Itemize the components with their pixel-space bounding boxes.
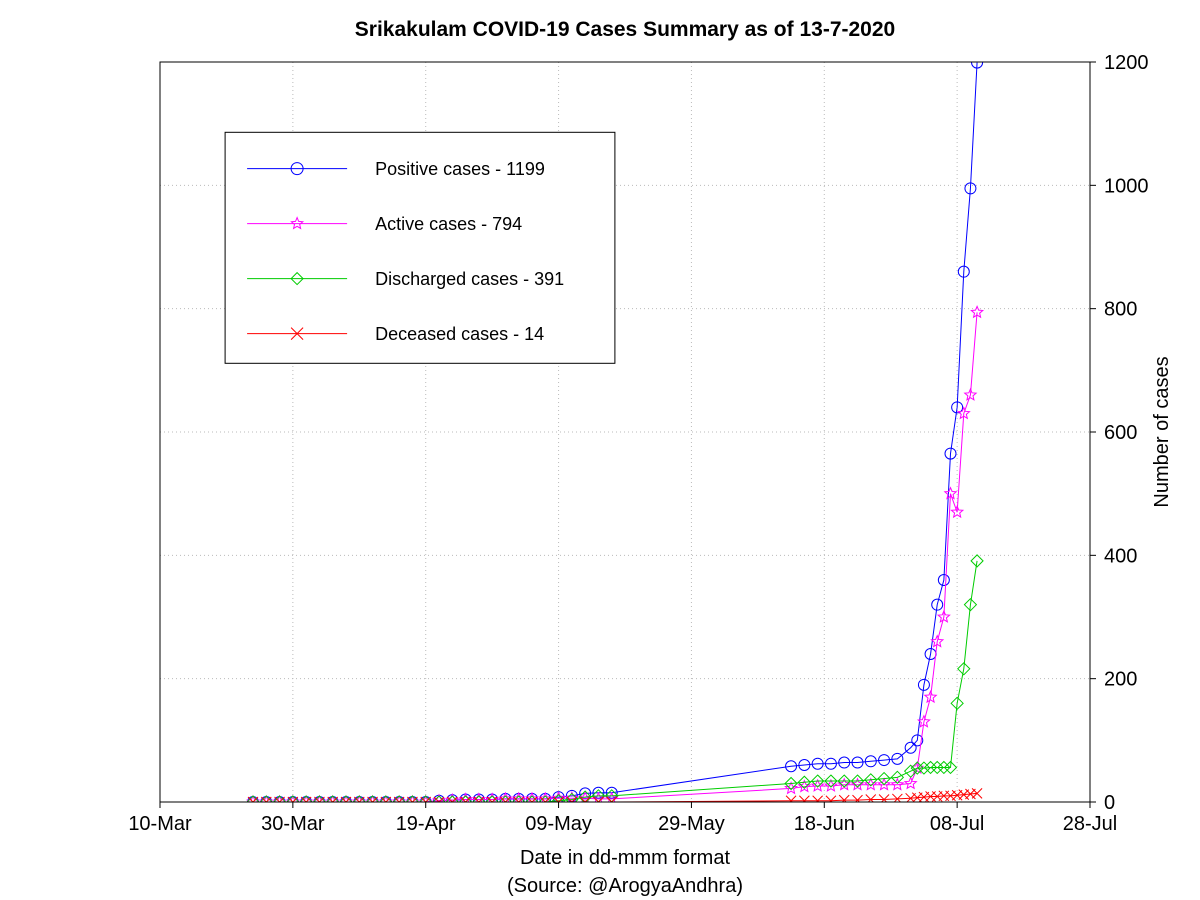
y-tick-label: 200 [1104,669,1137,691]
x-tick-label: 30-Mar [261,813,325,835]
y-tick-label: 800 [1104,299,1137,321]
y-tick-label: 0 [1104,792,1115,814]
legend-label: Discharged cases - 391 [375,269,564,289]
covid-line-chart: 10-Mar 30-Mar 19-Apr 09-May 29-May 18-Jun 08-J… [0,0,1200,900]
x-axis-label: Date in dd-mmm format [520,847,730,869]
x-tick-label: 08-Jul [930,813,984,835]
chart-title: Srikakulam COVID-19 Cases Summary as of … [355,18,895,41]
legend-label: Deceased cases - 14 [375,324,544,344]
x-tick-label: 19-Apr [396,813,456,835]
legend-label: Active cases - 794 [375,214,522,234]
y-tick-label: 400 [1104,545,1137,567]
legend: Positive cases - 1199 Active cases - 794 D… [225,132,615,363]
x-tick-label: 18-Jun [794,813,855,835]
x-tick-label: 28-Jul [1063,813,1117,835]
y-tick-label: 1200 [1104,52,1149,74]
x-tick-label: 09-May [525,813,592,835]
legend-label: Positive cases - 1199 [375,159,545,179]
x-axis-sublabel: (Source: @ArogyaAndhra) [507,875,743,897]
y-axis-label: Number of cases [1151,356,1173,507]
x-tick-label: 29-May [658,813,725,835]
y-tick-label: 600 [1104,422,1137,444]
y-tick-label: 1000 [1104,175,1149,197]
x-tick-label: 10-Mar [128,813,192,835]
